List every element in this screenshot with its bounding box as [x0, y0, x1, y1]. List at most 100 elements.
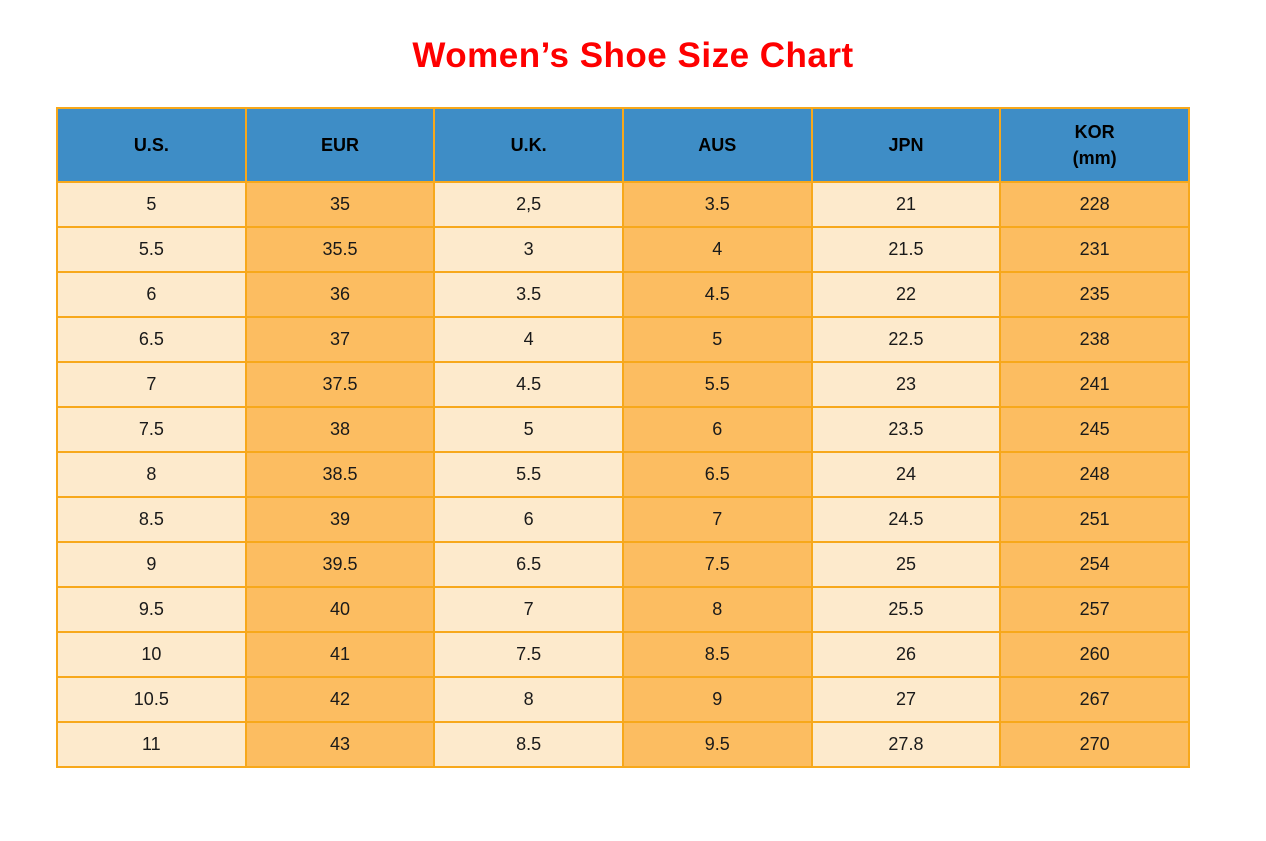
- table-cell: 6.5: [621, 451, 813, 498]
- table-row: 9 39.5 6.5 7.5 25 254: [56, 541, 1190, 588]
- table-cell: 7.5: [433, 631, 624, 678]
- table-cell: 5: [621, 316, 813, 363]
- table-cell: 8.5: [433, 721, 624, 768]
- table-cell: 267: [999, 676, 1190, 723]
- table-row: 5.5 35.5 3 4 21.5 231: [56, 226, 1190, 273]
- table-cell: 37: [244, 316, 436, 363]
- table-cell: 27.8: [810, 721, 1002, 768]
- table-cell: 9: [621, 676, 813, 723]
- header-cell-eur: EUR: [244, 107, 436, 183]
- table-cell: 5.5: [56, 226, 247, 273]
- table-cell: 41: [244, 631, 436, 678]
- table-cell: 8: [56, 451, 247, 498]
- table-cell: 23: [810, 361, 1002, 408]
- table-cell: 21.5: [810, 226, 1002, 273]
- table-cell: 39: [244, 496, 436, 543]
- table-cell: 26: [810, 631, 1002, 678]
- table-cell: 4: [621, 226, 813, 273]
- table-cell: 8: [621, 586, 813, 633]
- table-cell: 42: [244, 676, 436, 723]
- table-header: U.S. EUR U.K. AUS JPN KOR (mm): [56, 107, 1190, 183]
- table-row: 5 35 2,5 3.5 21 228: [56, 181, 1190, 228]
- table-cell: 4: [433, 316, 624, 363]
- table-cell: 10: [56, 631, 247, 678]
- shoe-size-table: U.S. EUR U.K. AUS JPN KOR (mm) 5 35 2,5 3.5…: [56, 107, 1190, 768]
- table-cell: 228: [999, 181, 1190, 228]
- table-cell: 10.5: [56, 676, 247, 723]
- table-cell: 5.5: [621, 361, 813, 408]
- table-cell: 4.5: [621, 271, 813, 318]
- table-cell: 3.5: [621, 181, 813, 228]
- table-cell: 8: [433, 676, 624, 723]
- table-cell: 35: [244, 181, 436, 228]
- table-cell: 5.5: [433, 451, 624, 498]
- table-row: 7 37.5 4.5 5.5 23 241: [56, 361, 1190, 408]
- table-cell: 38: [244, 406, 436, 453]
- table-cell: 27: [810, 676, 1002, 723]
- table-cell: 21: [810, 181, 1002, 228]
- table-cell: 251: [999, 496, 1190, 543]
- table-row: 8 38.5 5.5 6.5 24 248: [56, 451, 1190, 498]
- table-cell: 23.5: [810, 406, 1002, 453]
- page-title: Women’s Shoe Size Chart: [412, 36, 854, 75]
- table-cell: 260: [999, 631, 1190, 678]
- table-cell: 37.5: [244, 361, 436, 408]
- table-cell: 5: [433, 406, 624, 453]
- header-cell-aus: AUS: [621, 107, 813, 183]
- table-cell: 5: [56, 181, 247, 228]
- table-cell: 248: [999, 451, 1190, 498]
- table-row: 10.5 42 8 9 27 267: [56, 676, 1190, 723]
- table-cell: 38.5: [244, 451, 436, 498]
- header-cell-kor: KOR (mm): [999, 107, 1190, 183]
- table-row: 10 41 7.5 8.5 26 260: [56, 631, 1190, 678]
- table-cell: 40: [244, 586, 436, 633]
- table-row: 6.5 37 4 5 22.5 238: [56, 316, 1190, 363]
- table-cell: 25.5: [810, 586, 1002, 633]
- table-cell: 7.5: [621, 541, 813, 588]
- header-cell-us: U.S.: [56, 107, 247, 183]
- table-cell: 7: [433, 586, 624, 633]
- table-cell: 6: [621, 406, 813, 453]
- table-cell: 35.5: [244, 226, 436, 273]
- table-body: 5 35 2,5 3.5 21 228 5.5 35.5 3 4 21.5 231 6 36 3.5 4.5 2…: [56, 181, 1190, 768]
- table-cell: 9: [56, 541, 247, 588]
- table-cell: 3: [433, 226, 624, 273]
- header-cell-jpn: JPN: [810, 107, 1002, 183]
- table-row: 7.5 38 5 6 23.5 245: [56, 406, 1190, 453]
- table-cell: 6: [56, 271, 247, 318]
- table-cell: 3.5: [433, 271, 624, 318]
- table-cell: 6.5: [433, 541, 624, 588]
- header-row: U.S. EUR U.K. AUS JPN KOR (mm): [56, 107, 1190, 183]
- table-cell: 8.5: [56, 496, 247, 543]
- table-cell: 43: [244, 721, 436, 768]
- table-cell: 241: [999, 361, 1190, 408]
- table-cell: 22: [810, 271, 1002, 318]
- table-cell: 231: [999, 226, 1190, 273]
- table-row: 9.5 40 7 8 25.5 257: [56, 586, 1190, 633]
- table-cell: 7.5: [56, 406, 247, 453]
- table-cell: 7: [56, 361, 247, 408]
- table-row: 11 43 8.5 9.5 27.8 270: [56, 721, 1190, 768]
- table-cell: 257: [999, 586, 1190, 633]
- table-cell: 11: [56, 721, 247, 768]
- header-cell-uk: U.K.: [433, 107, 624, 183]
- table-cell: 25: [810, 541, 1002, 588]
- table-cell: 2,5: [433, 181, 624, 228]
- table-cell: 22.5: [810, 316, 1002, 363]
- table-cell: 9.5: [56, 586, 247, 633]
- table-cell: 7: [621, 496, 813, 543]
- table-cell: 24.5: [810, 496, 1002, 543]
- table-cell: 4.5: [433, 361, 624, 408]
- table-cell: 8.5: [621, 631, 813, 678]
- table-cell: 235: [999, 271, 1190, 318]
- table-cell: 36: [244, 271, 436, 318]
- table-row: 6 36 3.5 4.5 22 235: [56, 271, 1190, 318]
- table-cell: 254: [999, 541, 1190, 588]
- table-cell: 6.5: [56, 316, 247, 363]
- table-cell: 245: [999, 406, 1190, 453]
- table-cell: 270: [999, 721, 1190, 768]
- table-cell: 39.5: [244, 541, 436, 588]
- table-cell: 9.5: [621, 721, 813, 768]
- table-cell: 24: [810, 451, 1002, 498]
